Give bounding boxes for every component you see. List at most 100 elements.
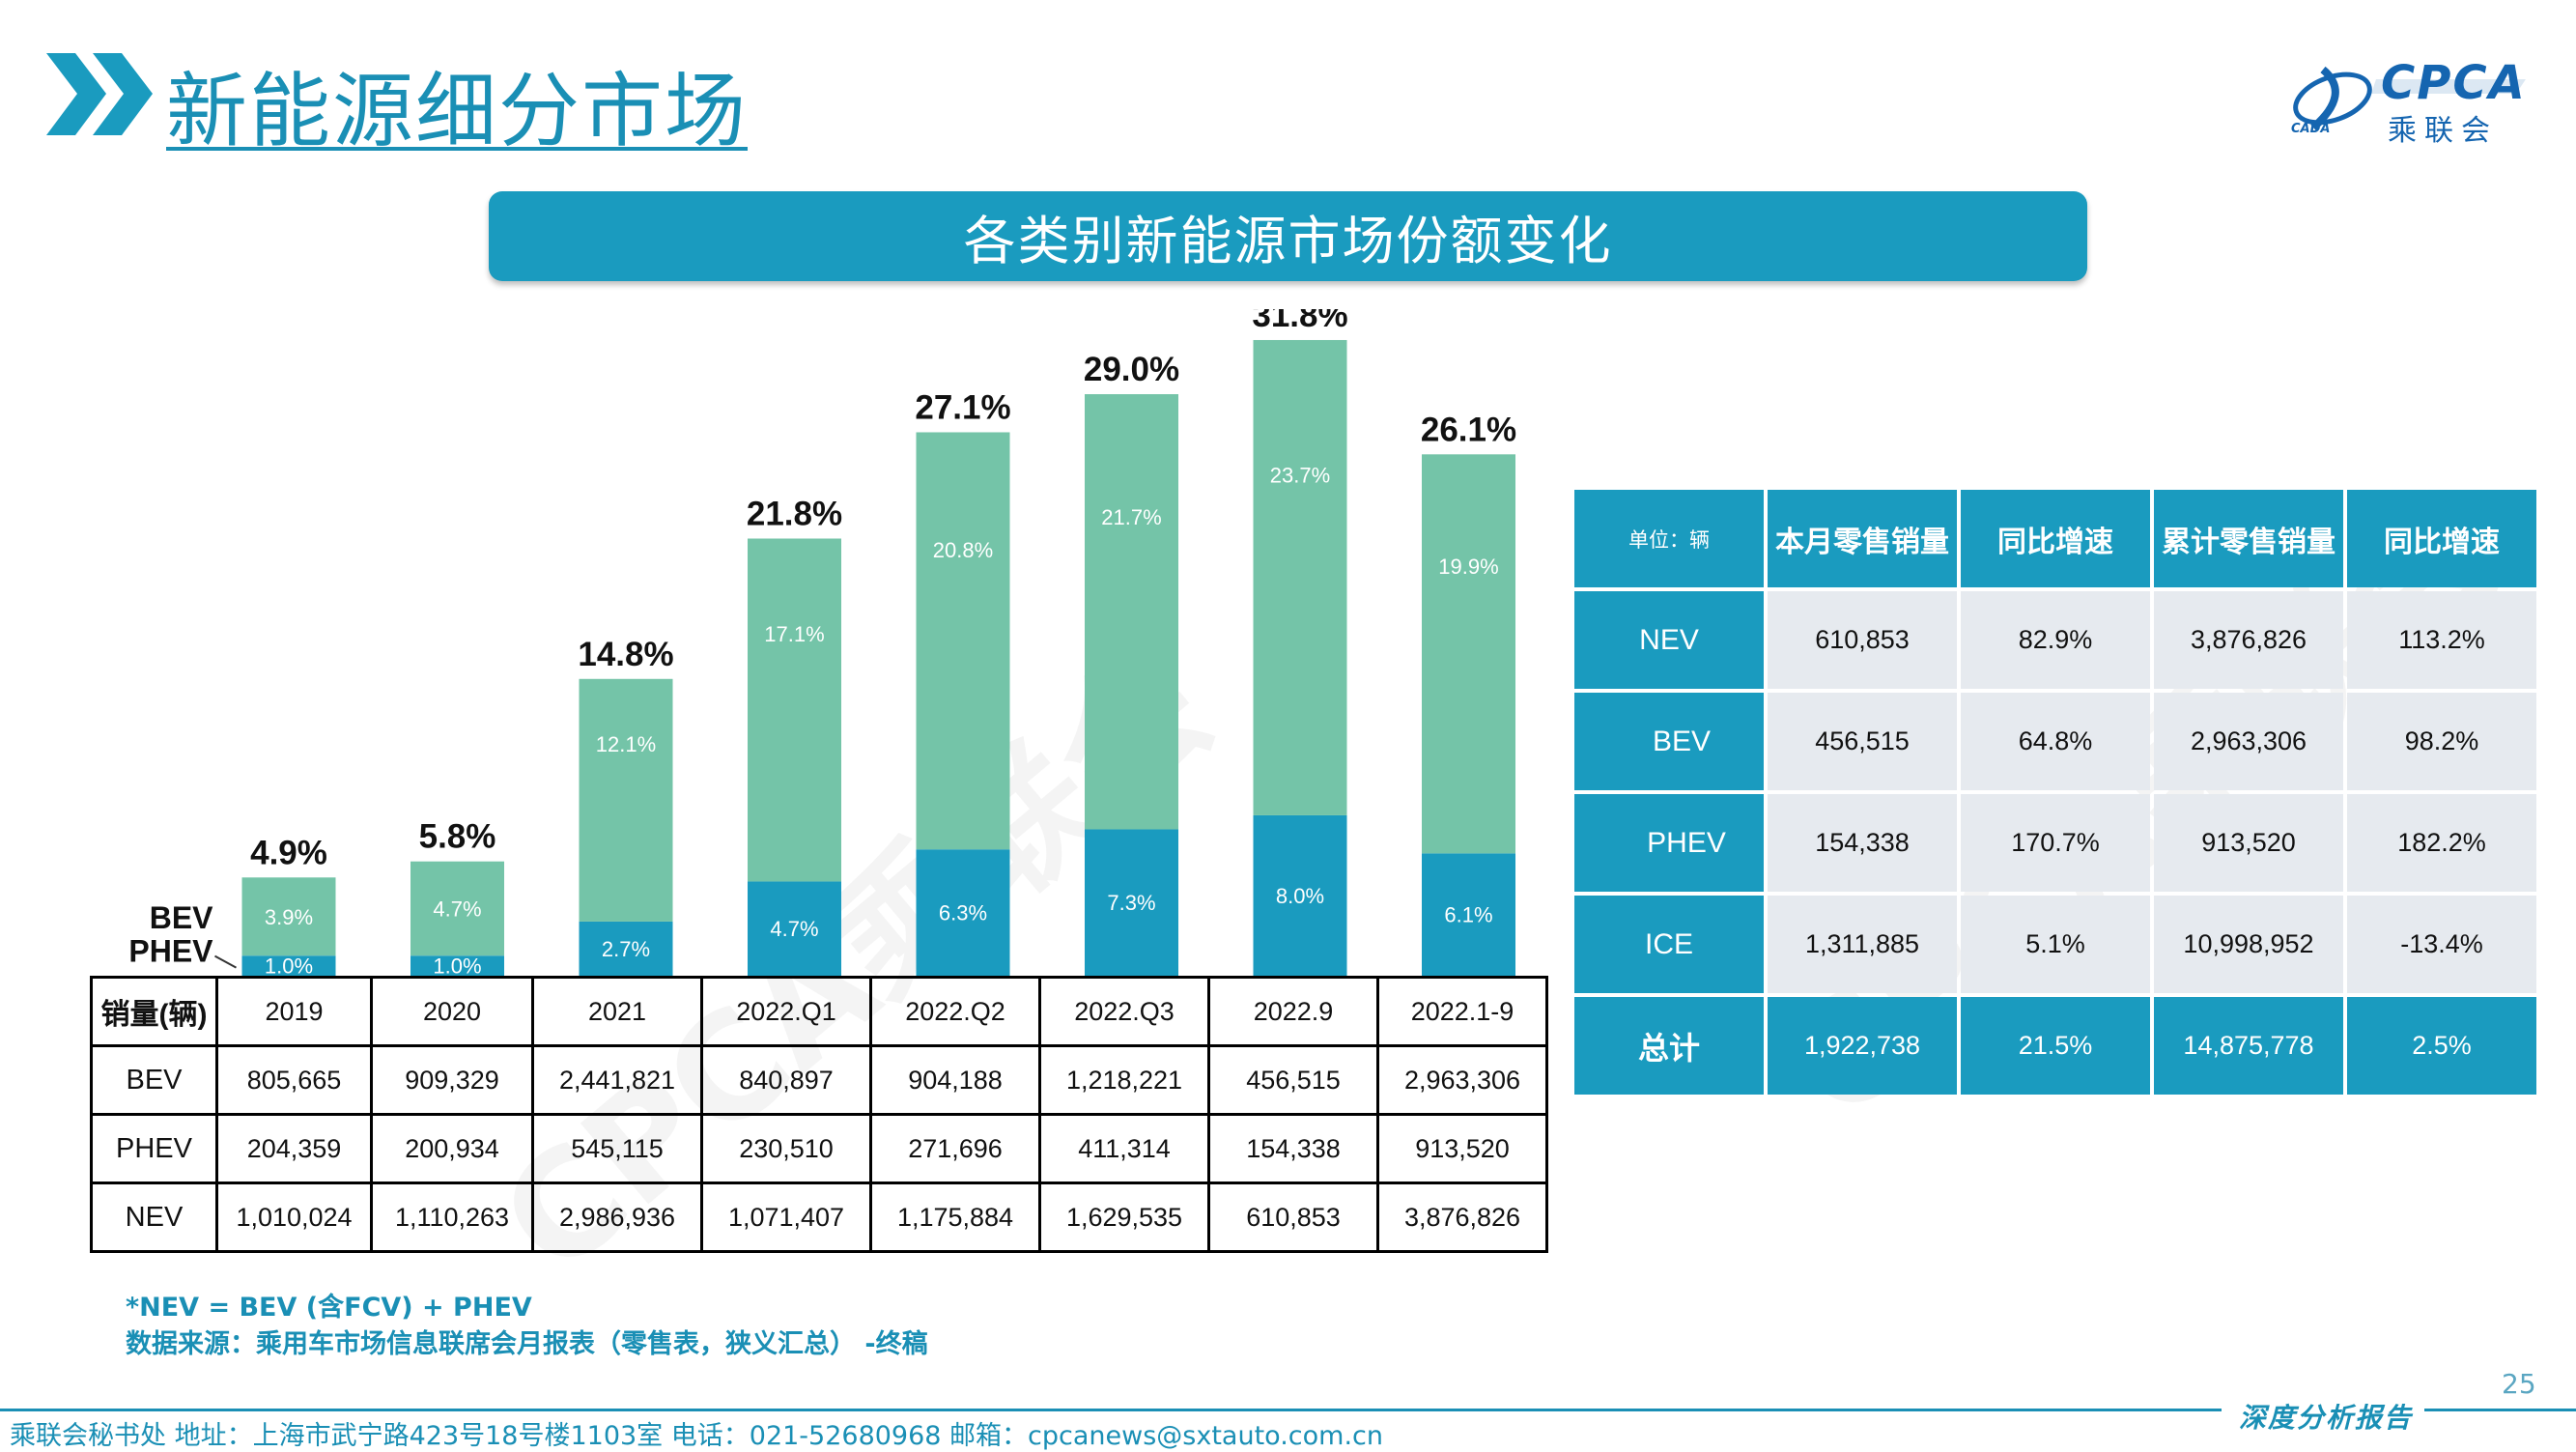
table-cell: 5.1% — [1961, 896, 2150, 993]
bar-bev — [579, 678, 673, 922]
title-chevron-icon — [46, 53, 153, 135]
table-cell: 610,853 — [1207, 1182, 1379, 1253]
row-label: 总计 — [1574, 997, 1764, 1095]
table-cell: 545,115 — [531, 1113, 703, 1184]
table-cell: 1,175,884 — [869, 1182, 1041, 1253]
cpca-logo-icon — [2293, 66, 2526, 131]
bar-phev — [241, 955, 336, 976]
row-label: PHEV — [1574, 794, 1764, 892]
bar-bev — [1085, 394, 1178, 830]
table-header-row: 销量(辆) 2019 2020 2021 2022.Q1 2022.Q2 202… — [90, 976, 1548, 1047]
table-cell: 411,314 — [1038, 1113, 1210, 1184]
data-label-phev: 1.0% — [433, 954, 481, 979]
table-cell: 200,934 — [370, 1113, 534, 1184]
table-row: ICE 1,311,885 5.1% 10,998,952 -13.4% — [1574, 896, 2536, 993]
table-cell: 1,071,407 — [700, 1182, 872, 1253]
table-cell: 2,986,936 — [531, 1182, 703, 1253]
table-cell: 113.2% — [2347, 591, 2536, 689]
table-cell: 64.8% — [1961, 693, 2150, 790]
table-cell: 10,998,952 — [2154, 896, 2343, 993]
footer-divider — [0, 1409, 2222, 1411]
logo-small-text: CADA — [2291, 122, 2331, 136]
table-cell: 913,520 — [2154, 794, 2343, 892]
bar-phev — [410, 955, 504, 976]
unit-label: 单位：辆 — [1574, 490, 1764, 587]
table-cell: 840,897 — [700, 1044, 872, 1116]
column-header: 2022.1-9 — [1376, 976, 1548, 1047]
data-label-phev: 8.0% — [1276, 884, 1324, 908]
data-label-total: 26.1% — [1421, 411, 1516, 448]
bar-phev — [1422, 853, 1515, 976]
table-cell: 2,963,306 — [2154, 693, 2343, 790]
column-header: 2021 — [531, 976, 703, 1047]
table-cell: -13.4% — [2347, 896, 2536, 993]
bar-bev — [916, 432, 1010, 850]
data-label-bev: 19.9% — [1438, 555, 1498, 579]
table-cell: 1,010,024 — [215, 1182, 373, 1253]
data-label-total: 14.8% — [578, 636, 673, 673]
data-label-bev: 3.9% — [265, 905, 313, 929]
bar-bev — [241, 877, 336, 956]
table-row: NEV 1,010,024 1,110,263 2,986,936 1,071,… — [90, 1182, 1548, 1253]
table-row: PHEV 204,359 200,934 545,115 230,510 271… — [90, 1113, 1548, 1184]
data-label-total: 5.8% — [419, 818, 496, 856]
table-cell: 21.5% — [1961, 997, 2150, 1095]
table-cell: 98.2% — [2347, 693, 2536, 790]
table-cell: 2,963,306 — [1376, 1044, 1548, 1116]
row-label: NEV — [1574, 591, 1764, 689]
footer-divider — [2424, 1409, 2576, 1411]
bar-bev — [1253, 339, 1347, 815]
data-label-phev: 1.0% — [265, 954, 313, 979]
table-row: PHEV 154,338 170.7% 913,520 182.2% — [1574, 794, 2536, 892]
column-header: 累计零售销量 — [2154, 490, 2343, 587]
chart-notes: *NEV = BEV (含FCV) + PHEV 数据来源：乘用车市场信息联席会… — [126, 1290, 928, 1363]
column-header: 2022.Q3 — [1038, 976, 1210, 1047]
row-label: PHEV — [90, 1113, 218, 1184]
column-header: 同比增速 — [2347, 490, 2536, 587]
data-label-bev: 17.1% — [764, 622, 824, 646]
table-corner-label: 销量(辆) — [90, 976, 218, 1047]
column-header: 本月零售销量 — [1768, 490, 1957, 587]
column-header: 2019 — [215, 976, 373, 1047]
chart-banner: 各类别新能源市场份额变化 — [489, 191, 2087, 281]
table-header-row: 单位：辆 本月零售销量 同比增速 累计零售销量 同比增速 — [1574, 490, 2536, 587]
monthly-retail-table: 单位：辆 本月零售销量 同比增速 累计零售销量 同比增速 NEV 610,853… — [1571, 486, 2540, 1098]
table-cell: 1,922,738 — [1768, 997, 1957, 1095]
data-label-bev: 20.8% — [933, 538, 993, 562]
data-label-total: 4.9% — [250, 834, 327, 871]
banner-title: 各类别新能源市场份额变化 — [963, 211, 1613, 271]
note-definition: *NEV = BEV (含FCV) + PHEV — [126, 1293, 532, 1323]
row-label: ICE — [1574, 896, 1764, 993]
table-cell: 14,875,778 — [2154, 997, 2343, 1095]
data-label-total: 29.0% — [1084, 351, 1179, 388]
table-cell: 909,329 — [370, 1044, 534, 1116]
table-cell: 154,338 — [1207, 1113, 1379, 1184]
page-number: 25 — [2502, 1368, 2536, 1400]
row-label: NEV — [90, 1182, 218, 1253]
table-cell: 456,515 — [1207, 1044, 1379, 1116]
data-label-phev: 2.7% — [602, 937, 650, 961]
column-header: 2022.Q1 — [700, 976, 872, 1047]
data-label-bev: 4.7% — [433, 897, 481, 921]
data-label-bev: 21.7% — [1101, 505, 1161, 529]
legend-label-bev: BEV — [150, 900, 213, 935]
footer-tag: 深度分析报告 — [2239, 1402, 2414, 1434]
table-cell: 2.5% — [2347, 997, 2536, 1095]
sales-volume-table: 销量(辆) 2019 2020 2021 2022.Q1 2022.Q2 202… — [90, 976, 1548, 1253]
table-cell: 170.7% — [1961, 794, 2150, 892]
data-label-bev: 23.7% — [1270, 464, 1330, 488]
footer-contact: 乘联会秘书处 地址：上海市武宁路423号18号楼1103室 电话：021-526… — [10, 1421, 1384, 1451]
legend-leader-line — [214, 954, 237, 969]
table-row: BEV 805,665 909,329 2,441,821 840,897 90… — [90, 1044, 1548, 1116]
table-cell: 1,311,885 — [1768, 896, 1957, 993]
table-cell: 1,629,535 — [1038, 1182, 1210, 1253]
page-title: 新能源细分市场 — [166, 64, 749, 158]
column-header: 2020 — [370, 976, 534, 1047]
table-cell: 271,696 — [869, 1113, 1041, 1184]
row-label: BEV — [1574, 693, 1764, 790]
bar-bev — [410, 861, 504, 956]
table-cell: 456,515 — [1768, 693, 1957, 790]
table-cell: 82.9% — [1961, 591, 2150, 689]
table-row: BEV 456,515 64.8% 2,963,306 98.2% — [1574, 693, 2536, 790]
